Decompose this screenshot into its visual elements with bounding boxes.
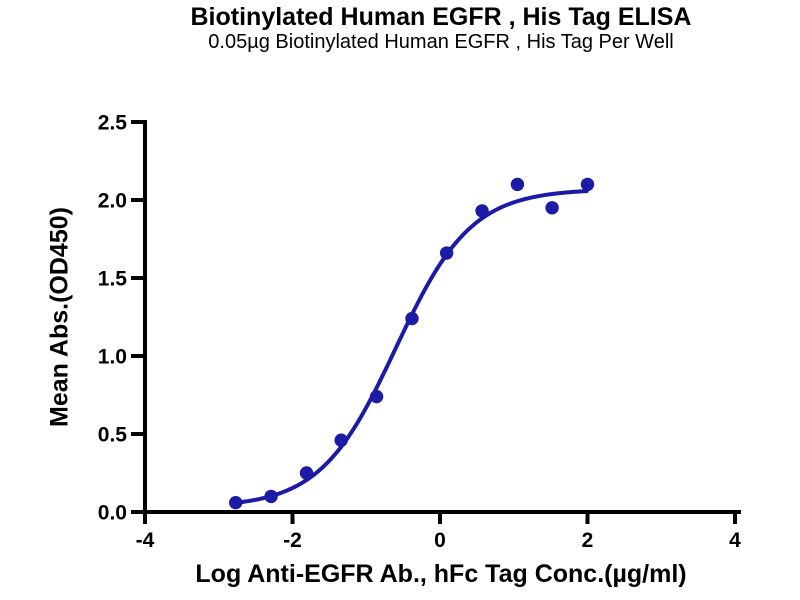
data-point: [229, 495, 243, 510]
y-tick-label: 2.0: [98, 190, 127, 213]
data-point: [264, 489, 278, 504]
y-tick-label: 1.0: [98, 346, 127, 369]
chart-subtitle: 0.05µg Biotinylated Human EGFR , His Tag…: [208, 31, 674, 53]
y-tick-label: 2.5: [98, 112, 128, 135]
data-point: [475, 204, 489, 218]
y-tick-label: 0.0: [98, 502, 127, 525]
x-tick-label: 4: [729, 529, 741, 552]
data-point: [580, 177, 595, 192]
data-point: [334, 433, 348, 447]
x-tick-label: -4: [136, 529, 155, 552]
chart-title: Biotinylated Human EGFR , His Tag ELISA: [190, 3, 692, 31]
y-tick-label: 0.5: [98, 424, 128, 447]
data-point: [510, 177, 525, 192]
data-point: [405, 311, 419, 326]
x-tick-label: 2: [582, 529, 594, 552]
data-point: [545, 201, 559, 215]
data-point: [299, 466, 314, 480]
x-axis-label: Log Anti-EGFR Ab., hFc Tag Conc.(µg/ml): [195, 560, 687, 588]
data-point: [439, 246, 454, 260]
x-tick-label: 0: [434, 529, 446, 552]
data-point: [369, 389, 384, 404]
fit-curve: [233, 189, 589, 505]
x-tick-label: -2: [283, 529, 302, 552]
y-tick-label: 1.5: [98, 268, 128, 291]
